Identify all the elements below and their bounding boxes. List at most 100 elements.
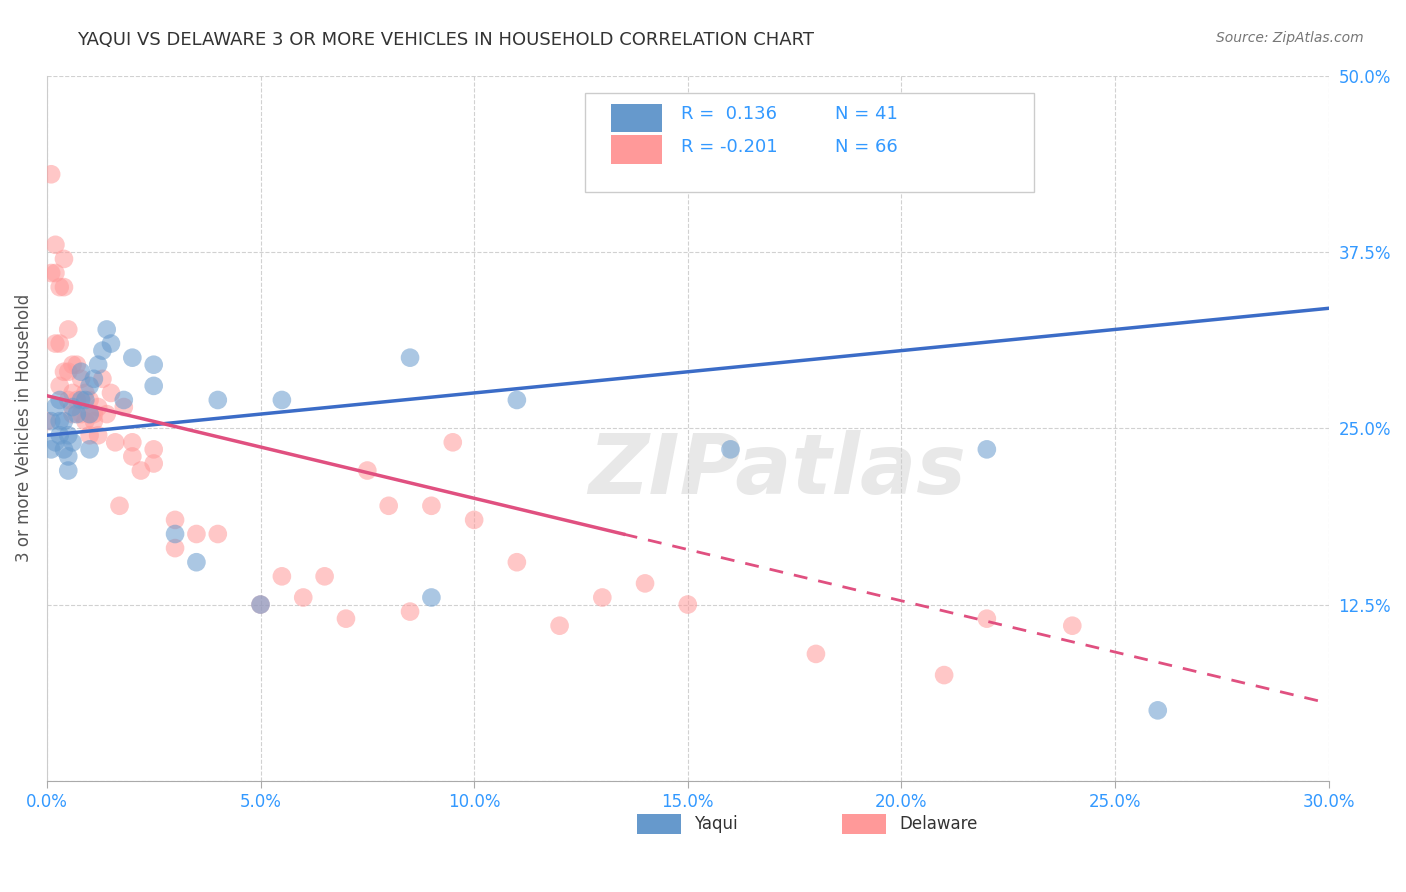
Point xyxy=(83,407,105,421)
Point xyxy=(100,386,122,401)
Point xyxy=(270,392,292,407)
Point xyxy=(58,463,80,477)
Point xyxy=(399,605,422,619)
Point xyxy=(58,365,80,379)
Text: R = -0.201: R = -0.201 xyxy=(682,138,778,156)
Point xyxy=(66,358,89,372)
Point xyxy=(142,442,165,457)
Point xyxy=(976,612,998,626)
Point xyxy=(548,618,571,632)
Point xyxy=(58,392,80,407)
Point xyxy=(676,598,699,612)
Point xyxy=(112,392,135,407)
FancyBboxPatch shape xyxy=(637,814,682,834)
Point xyxy=(62,386,84,401)
Point xyxy=(79,379,101,393)
Point xyxy=(121,435,143,450)
Point xyxy=(87,428,110,442)
Point xyxy=(39,414,62,428)
Point xyxy=(420,499,443,513)
Point xyxy=(976,442,998,457)
Point xyxy=(79,407,101,421)
Text: R =  0.136: R = 0.136 xyxy=(682,105,778,123)
Point xyxy=(39,442,62,457)
Text: N = 66: N = 66 xyxy=(835,138,898,156)
Point xyxy=(58,322,80,336)
Point xyxy=(112,400,135,414)
Point xyxy=(634,576,657,591)
Point xyxy=(48,414,70,428)
Point xyxy=(62,400,84,414)
Text: N = 41: N = 41 xyxy=(835,105,898,123)
Point xyxy=(53,414,76,428)
Point xyxy=(62,358,84,372)
Point xyxy=(48,336,70,351)
FancyBboxPatch shape xyxy=(585,93,1033,192)
Point xyxy=(142,457,165,471)
Point xyxy=(591,591,613,605)
Point xyxy=(44,237,66,252)
Point xyxy=(249,598,271,612)
Point xyxy=(87,358,110,372)
Point xyxy=(420,591,443,605)
Point xyxy=(91,372,114,386)
Text: Delaware: Delaware xyxy=(900,815,977,833)
Point xyxy=(35,414,58,428)
Point xyxy=(66,392,89,407)
Y-axis label: 3 or more Vehicles in Household: 3 or more Vehicles in Household xyxy=(15,294,32,562)
Point xyxy=(463,513,485,527)
Point xyxy=(53,280,76,294)
Point xyxy=(48,280,70,294)
Point xyxy=(121,450,143,464)
FancyBboxPatch shape xyxy=(610,136,662,164)
Point xyxy=(70,407,93,421)
Point xyxy=(48,428,70,442)
Point xyxy=(399,351,422,365)
Point xyxy=(70,365,93,379)
Point xyxy=(75,386,97,401)
Point xyxy=(441,435,464,450)
Point xyxy=(142,358,165,372)
Text: ZIPatlas: ZIPatlas xyxy=(589,430,966,511)
Point xyxy=(62,435,84,450)
Point xyxy=(53,442,76,457)
Point xyxy=(207,392,229,407)
Point xyxy=(165,513,187,527)
Point xyxy=(39,167,62,181)
Point xyxy=(1146,703,1168,717)
Point xyxy=(506,392,529,407)
Point xyxy=(121,351,143,365)
Point xyxy=(96,407,118,421)
Point xyxy=(44,435,66,450)
Point xyxy=(377,499,399,513)
FancyBboxPatch shape xyxy=(842,814,886,834)
Point xyxy=(292,591,315,605)
Point xyxy=(39,266,62,280)
Point xyxy=(100,336,122,351)
Point xyxy=(83,414,105,428)
Point xyxy=(1062,618,1084,632)
Point xyxy=(44,266,66,280)
Point xyxy=(804,647,827,661)
Point xyxy=(79,392,101,407)
Point xyxy=(79,428,101,442)
Point xyxy=(129,463,152,477)
Point xyxy=(44,400,66,414)
Point xyxy=(48,379,70,393)
Point xyxy=(165,541,187,555)
Point xyxy=(87,400,110,414)
Point xyxy=(66,407,89,421)
Text: Yaqui: Yaqui xyxy=(695,815,738,833)
Point xyxy=(207,527,229,541)
Point xyxy=(314,569,336,583)
Point xyxy=(720,442,742,457)
Point xyxy=(270,569,292,583)
Point xyxy=(165,527,187,541)
Text: Source: ZipAtlas.com: Source: ZipAtlas.com xyxy=(1216,31,1364,45)
Point xyxy=(58,450,80,464)
Point xyxy=(44,336,66,351)
Point xyxy=(186,555,208,569)
Point xyxy=(75,414,97,428)
Point xyxy=(108,499,131,513)
Point xyxy=(335,612,357,626)
